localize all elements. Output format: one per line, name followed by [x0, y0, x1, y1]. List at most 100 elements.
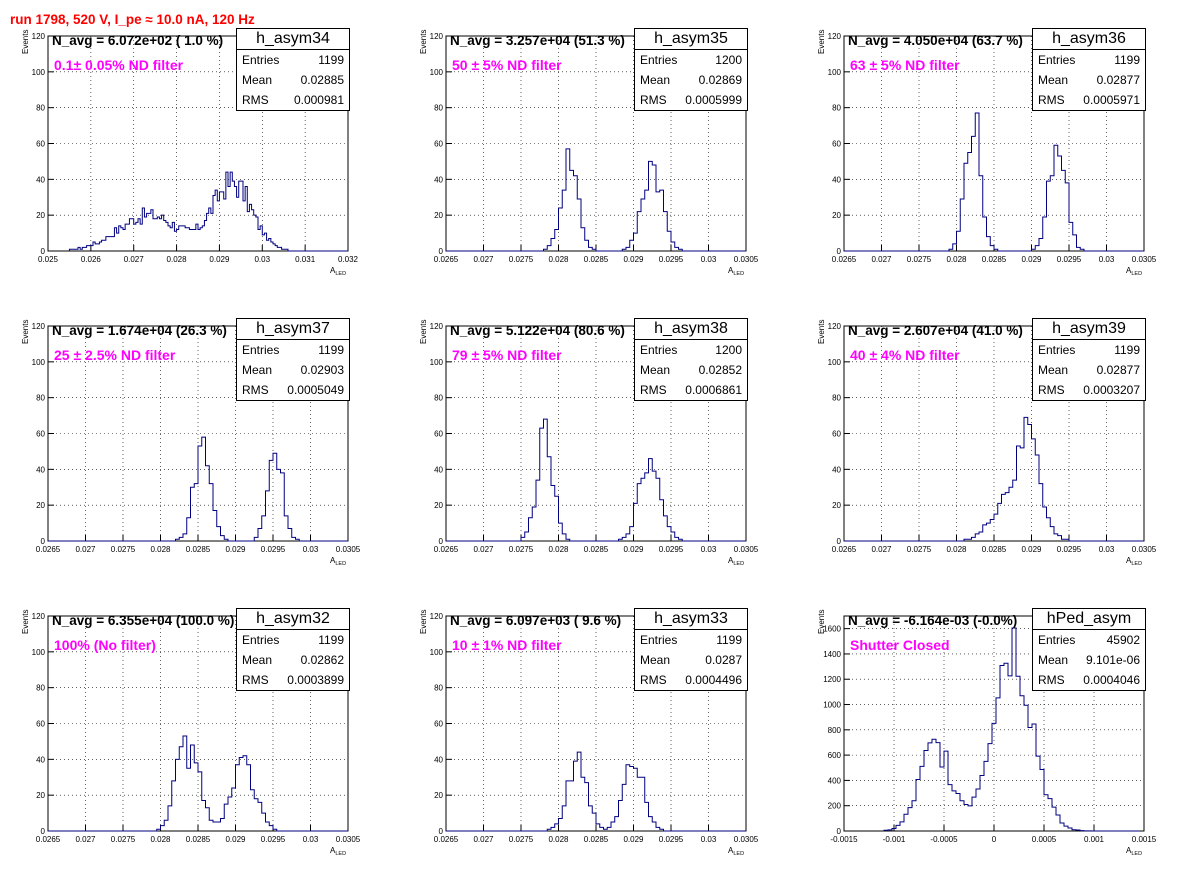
stats-value: 1199	[1114, 343, 1140, 357]
histogram-line	[446, 148, 746, 252]
y-tick-label: 400	[828, 776, 842, 785]
x-tick-label: 0.0275	[111, 835, 136, 844]
y-tick-label: 20	[36, 211, 45, 220]
x-axis-label: ALED	[1126, 266, 1142, 277]
stats-key: RMS	[640, 93, 667, 107]
y-tick-label: 1600	[823, 625, 841, 634]
stats-value: 0.0006861	[685, 383, 742, 397]
x-tick-label: 0.0275	[509, 545, 534, 554]
y-tick-label: 120	[32, 322, 46, 331]
x-tick-label: 0.0275	[509, 835, 534, 844]
stats-value: 0.02852	[698, 363, 742, 377]
x-tick-label: 0.0275	[907, 545, 932, 554]
stats-key: Mean	[242, 73, 273, 87]
navg-label: N_avg = 5.122e+04 (80.6 %)	[450, 323, 625, 338]
stats-box: h_asym36 Entries 1199 Mean 0.02877 RMS 0.00059…	[1032, 28, 1146, 111]
y-tick-label: 40	[832, 175, 841, 184]
stats-row: RMS 0.000981	[237, 90, 349, 110]
y-axis-label: Events	[419, 320, 428, 344]
y-tick-label: 20	[36, 791, 45, 800]
histogram-name: h_asym33	[635, 609, 747, 630]
histogram-svg: 0.0265 0.027 0.0275 0.028 0.0285 0.029 0.0295 0…	[21, 320, 361, 567]
stats-value: 1199	[1114, 53, 1140, 67]
x-tick-label: 0.03	[254, 255, 270, 264]
stats-value: 1200	[715, 53, 742, 67]
histogram-panel-hPed_asym: -0.0015 -0.001 -0.0005 0 0.0005 0.001 0.0015 0 2…	[796, 580, 1194, 870]
y-tick-label: 120	[32, 612, 46, 621]
stats-value: 0.02877	[1096, 73, 1140, 87]
stats-key: RMS	[640, 673, 667, 687]
stats-value: 1199	[318, 633, 344, 647]
y-tick-label: 60	[36, 140, 45, 149]
x-tick-label: 0.028	[946, 255, 967, 264]
stats-row: Mean 0.02885	[237, 70, 349, 90]
histogram-svg: 0.0265 0.027 0.0275 0.028 0.0285 0.029 0.0295 0…	[817, 320, 1157, 567]
x-tick-label: 0.029	[1021, 255, 1042, 264]
x-tick-label: 0.0295	[261, 545, 286, 554]
stats-row: Mean 0.02862	[237, 650, 349, 670]
stats-key: Mean	[640, 363, 671, 377]
x-tick-label: 0.0285	[982, 545, 1007, 554]
stats-value: 0.02869	[698, 73, 742, 87]
y-tick-label: 0	[41, 247, 46, 256]
y-tick-label: 1000	[823, 701, 841, 710]
x-tick-label: 0.027	[473, 545, 494, 554]
x-tick-label: 0.0275	[111, 545, 136, 554]
stats-key: Mean	[242, 363, 273, 377]
histogram-svg: 0.0265 0.027 0.0275 0.028 0.0285 0.029 0.0295 0…	[817, 30, 1157, 277]
stats-key: Entries	[640, 633, 678, 647]
x-tick-label: 0.0265	[832, 545, 857, 554]
x-tick-label: 0.029	[225, 835, 246, 844]
y-tick-label: 0	[439, 537, 444, 546]
y-tick-label: 20	[434, 501, 443, 510]
y-tick-label: 80	[434, 104, 443, 113]
stats-key: Mean	[640, 653, 671, 667]
x-tick-label: 0.027	[871, 545, 892, 554]
histogram-line	[883, 627, 1140, 832]
y-tick-label: 120	[828, 32, 842, 41]
histogram-svg: 0.0265 0.027 0.0275 0.028 0.0285 0.029 0.0295 0…	[21, 610, 361, 857]
x-tick-label: 0.027	[124, 255, 145, 264]
y-tick-label: 60	[36, 430, 45, 439]
y-tick-label: 60	[36, 720, 45, 729]
y-tick-label: 1200	[823, 675, 841, 684]
stats-row: Mean 0.02903	[237, 360, 349, 380]
filter-label: 0.1± 0.05% ND filter	[54, 57, 184, 73]
stats-key: RMS	[1038, 383, 1065, 397]
stats-key: Mean	[1038, 73, 1069, 87]
stats-box: hPed_asym Entries 45902 Mean 9.101e-06 RMS 0.0…	[1032, 608, 1146, 691]
stats-value: 0.0005049	[287, 383, 344, 397]
navg-label: N_avg = 4.050e+04 (63.7 %)	[848, 33, 1023, 48]
y-tick-label: 0	[41, 827, 46, 836]
stats-row: Mean 0.02877	[1033, 360, 1145, 380]
stats-row: RMS 0.0005999	[635, 90, 747, 110]
x-tick-label: 0.027	[75, 545, 96, 554]
x-tick-label: 0.0295	[1057, 255, 1082, 264]
stats-box: h_asym33 Entries 1199 Mean 0.0287 RMS 0.000449…	[634, 608, 748, 691]
y-tick-label: 20	[434, 211, 443, 220]
x-tick-label: -0.0005	[930, 835, 958, 844]
y-tick-label: 40	[434, 465, 443, 474]
navg-label: N_avg = 6.072e+02 ( 1.0 %)	[52, 33, 224, 48]
x-tick-label: 0.03	[1099, 255, 1115, 264]
filter-label: 63 ± 5% ND filter	[850, 57, 960, 73]
stats-box: h_asym35 Entries 1200 Mean 0.02869 RMS 0.00059…	[634, 28, 748, 111]
x-tick-label: 0.028	[150, 835, 171, 844]
histogram-name: h_asym34	[237, 29, 349, 50]
stats-value: 0.02903	[300, 363, 344, 377]
x-tick-label: 0.0285	[186, 835, 211, 844]
x-tick-label: 0.0285	[982, 255, 1007, 264]
stats-row: Entries 1200	[635, 50, 747, 70]
y-tick-label: 0	[837, 537, 842, 546]
stats-row: RMS 0.0004496	[635, 670, 747, 690]
histogram-panel-h_asym32: 0.0265 0.027 0.0275 0.028 0.0285 0.029 0.0295 0…	[0, 580, 398, 870]
x-tick-label: 0.029	[623, 255, 644, 264]
histogram-name: h_asym37	[237, 319, 349, 340]
filter-label: 10 ± 1% ND filter	[452, 637, 562, 653]
filter-label: 50 ± 5% ND filter	[452, 57, 562, 73]
x-axis-label: ALED	[330, 556, 346, 567]
y-axis-label: Events	[419, 610, 428, 634]
navg-label: N_avg = 3.257e+04 (51.3 %)	[450, 33, 625, 48]
filter-label: 25 ± 2.5% ND filter	[54, 347, 176, 363]
stats-row: RMS 0.0006861	[635, 380, 747, 400]
